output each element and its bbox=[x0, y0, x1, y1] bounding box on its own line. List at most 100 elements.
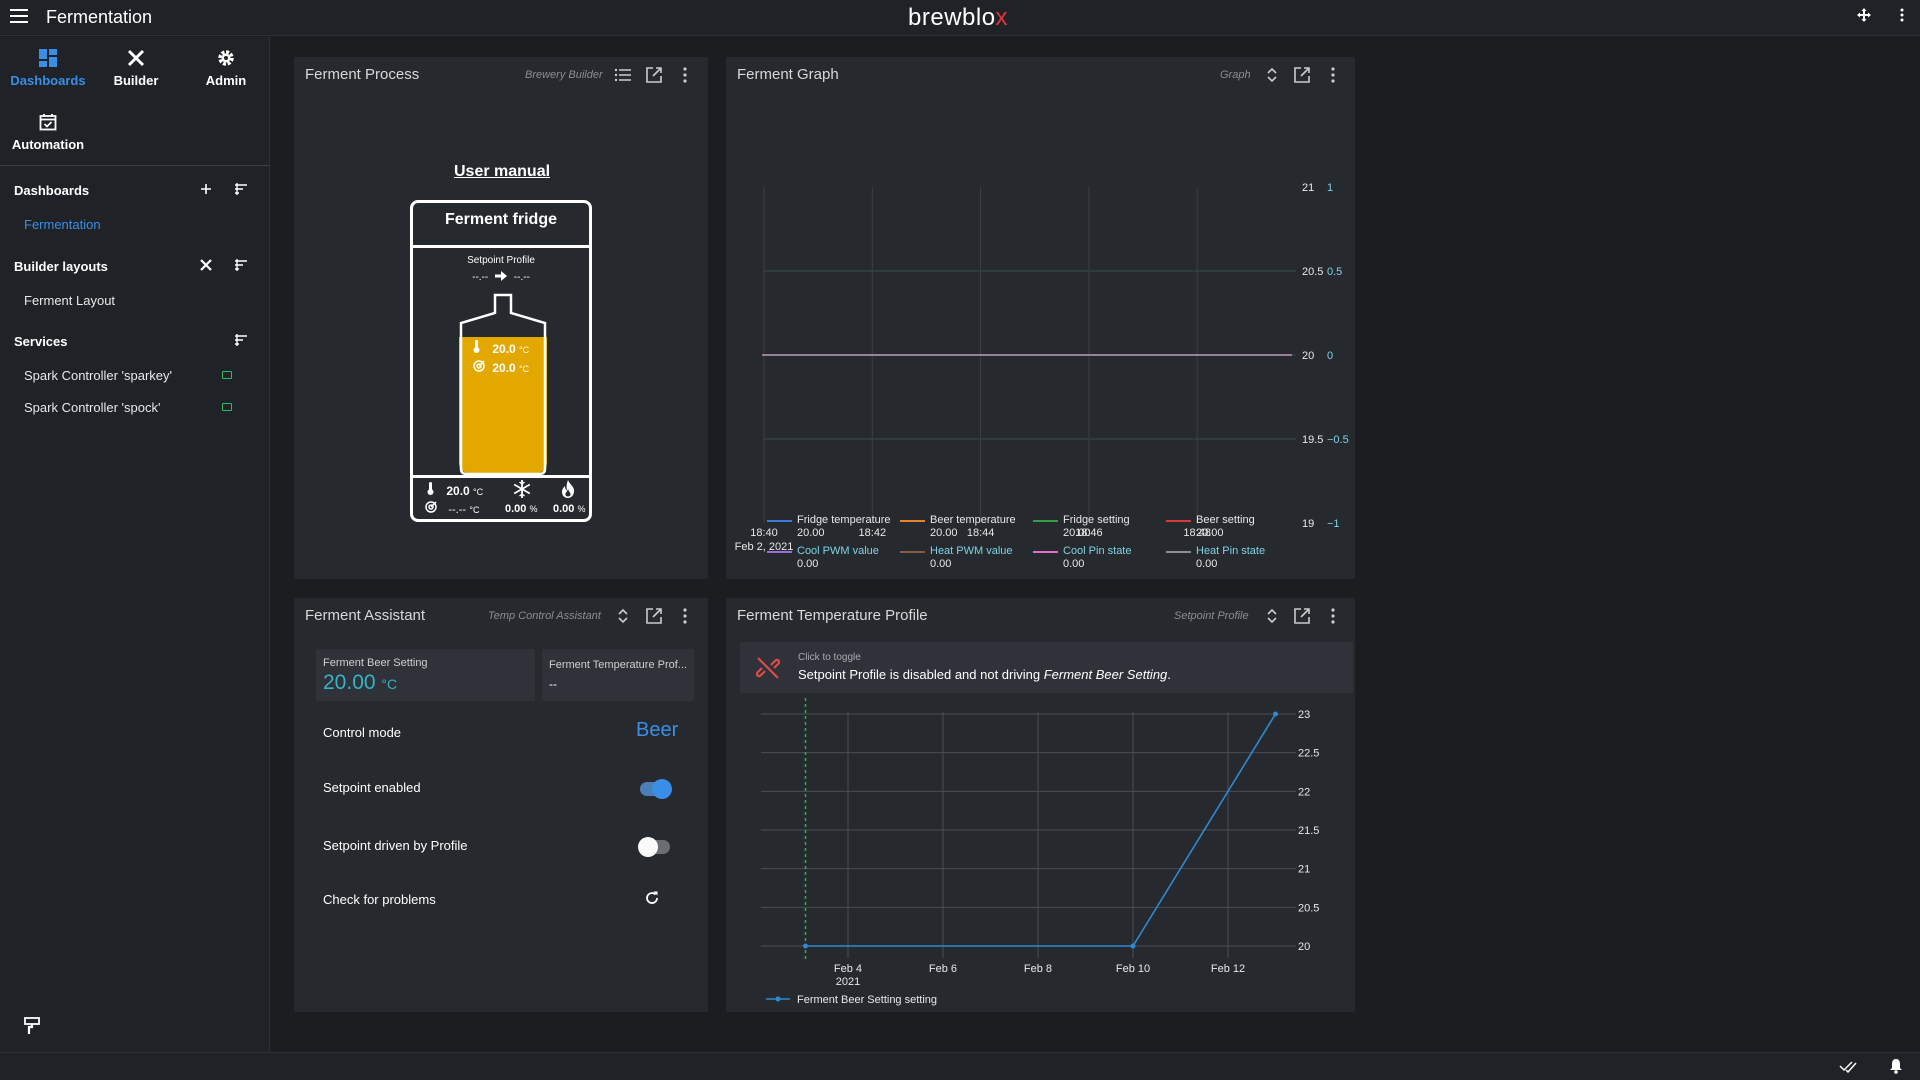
more-vert-icon[interactable] bbox=[676, 66, 696, 86]
toggle-hint: Click to toggle bbox=[798, 652, 861, 663]
temperature-profile-label: Ferment Temperature Prof... bbox=[549, 659, 687, 671]
legend-value: 0.00 bbox=[1196, 558, 1218, 570]
fridge-name: Ferment fridge bbox=[444, 211, 557, 228]
open-in-new-icon[interactable] bbox=[1293, 607, 1313, 627]
beer-setting-field[interactable]: Ferment Beer Setting 20.00 °C bbox=[316, 649, 535, 701]
builder-layouts-heading: Builder layouts bbox=[14, 259, 108, 274]
temperature-profile-chart[interactable]: 23 22.5 22 21.5 21 20.5 20 Feb 4 Feb 6 Feb 8 Feb 1… bbox=[726, 698, 1355, 1010]
fridge-setting: --.-- °C bbox=[425, 501, 480, 516]
x-tick-label: 18:46 bbox=[1075, 527, 1103, 539]
legend-name: Heat PWM value bbox=[930, 545, 1013, 557]
x-tick-label: 18:44 bbox=[967, 527, 995, 539]
widget-title: Ferment Temperature Profile bbox=[737, 607, 928, 624]
mark-all-read-icon[interactable] bbox=[1839, 1059, 1857, 1075]
legend-value: 20.00 bbox=[797, 527, 825, 539]
x-tick-label: Feb 12 bbox=[1211, 963, 1245, 975]
dashboards-heading: Dashboards bbox=[14, 183, 90, 198]
temperature-profile-field[interactable]: Ferment Temperature Prof... -- bbox=[542, 649, 694, 701]
more-vert-icon[interactable] bbox=[1324, 66, 1344, 86]
notifications-bell-icon[interactable] bbox=[1889, 1058, 1905, 1076]
nav-builder[interactable]: Builder bbox=[96, 41, 176, 91]
legend-item[interactable]: Fridge temperature 20.00 bbox=[767, 514, 891, 540]
sidebar-item-ferment-layout[interactable]: Ferment Layout bbox=[24, 293, 116, 308]
menu-icon[interactable] bbox=[10, 9, 28, 23]
legend-value: 0.00 bbox=[797, 558, 819, 570]
y-tick-label: 21 bbox=[1298, 864, 1310, 876]
flame-icon bbox=[561, 480, 575, 503]
legend-swatch bbox=[767, 520, 792, 522]
nav-dashboards[interactable]: Dashboards bbox=[8, 41, 88, 91]
theme-brush-icon[interactable] bbox=[24, 1017, 42, 1037]
bottom-bar bbox=[0, 1052, 1920, 1080]
page-title: Fermentation bbox=[46, 7, 153, 27]
legend-item[interactable]: Heat PWM value 0.00 bbox=[900, 545, 1013, 571]
x-tick-label: Feb 6 bbox=[929, 963, 957, 975]
builder-tools-small-icon[interactable] bbox=[199, 258, 217, 276]
fridge-divider bbox=[413, 245, 589, 248]
expand-icon[interactable] bbox=[1263, 66, 1283, 86]
target-icon bbox=[425, 501, 437, 516]
open-in-new-icon[interactable] bbox=[645, 66, 665, 86]
fridge-temperature: 20.0 °C bbox=[427, 482, 483, 498]
sidebar-item-fermentation[interactable]: Fermentation bbox=[24, 217, 101, 232]
add-dashboard-icon[interactable] bbox=[199, 182, 217, 200]
check-problems-label: Check for problems bbox=[323, 892, 436, 907]
more-vert-icon[interactable] bbox=[1324, 607, 1344, 627]
sidebar: Dashboards Builder Admin Automation Dash… bbox=[0, 37, 270, 1052]
legend-item[interactable]: Heat Pin state 0.00 bbox=[1166, 545, 1265, 571]
legend-name: Cool Pin state bbox=[1063, 545, 1132, 557]
y-tick-label-left: 19 bbox=[1302, 518, 1314, 530]
list-icon[interactable] bbox=[614, 66, 634, 86]
sort-services-icon[interactable] bbox=[234, 333, 252, 351]
service-status-icon bbox=[222, 403, 232, 411]
setpoint-profile-values: --.-- --.-- bbox=[472, 271, 530, 284]
legend-swatch bbox=[1166, 551, 1191, 553]
legend-name: Fridge temperature bbox=[797, 514, 891, 526]
setpoint-profile-label: Setpoint Profile bbox=[467, 255, 535, 266]
ferment-graph-chart[interactable]: 21 1 20.5 0.5 20 0 19.5 −0.5 19 −1 18:40 18:42 18:44… bbox=[726, 107, 1355, 563]
driven-by-profile-toggle[interactable] bbox=[638, 837, 670, 857]
y-tick-label: 21.5 bbox=[1298, 825, 1319, 837]
setpoint-enabled-toggle[interactable] bbox=[640, 779, 672, 799]
widget-type: Setpoint Profile bbox=[1174, 610, 1249, 622]
profile-disabled-banner[interactable]: Click to toggle Setpoint Profile is disa… bbox=[740, 642, 1353, 693]
y-tick-label-right: −1 bbox=[1327, 518, 1340, 530]
y-tick-label-left: 19.5 bbox=[1302, 434, 1323, 446]
user-manual-link[interactable]: User manual bbox=[454, 163, 551, 180]
dashboard-icon bbox=[8, 49, 88, 73]
move-widgets-icon[interactable] bbox=[1854, 8, 1874, 28]
legend-value: 0.00 bbox=[930, 558, 952, 570]
open-in-new-icon[interactable] bbox=[1293, 66, 1313, 86]
fridge-part[interactable]: Ferment fridge Setpoint Profile --.-- --… bbox=[410, 200, 592, 522]
legend-name: Ferment Beer Setting setting bbox=[797, 994, 937, 1006]
more-vert-icon[interactable] bbox=[1892, 8, 1912, 28]
temperature-profile-widget: Ferment Temperature Profile Setpoint Pro… bbox=[726, 598, 1355, 1012]
more-vert-icon[interactable] bbox=[676, 607, 696, 627]
refresh-icon[interactable] bbox=[644, 890, 662, 908]
nav-automation[interactable]: Automation bbox=[8, 105, 88, 155]
x-tick-label: 18:42 bbox=[859, 527, 887, 539]
top-bar: Fermentation brewblox bbox=[0, 0, 1920, 36]
legend-item[interactable]: Fridge setting 20.00 bbox=[1033, 514, 1130, 540]
expand-icon[interactable] bbox=[614, 607, 634, 627]
toggle-knob bbox=[652, 779, 672, 799]
fridge-divider bbox=[413, 475, 589, 478]
open-in-new-icon[interactable] bbox=[645, 607, 665, 627]
sort-dashboards-icon[interactable] bbox=[234, 182, 252, 200]
expand-icon[interactable] bbox=[1263, 607, 1283, 627]
legend-item[interactable]: Cool PWM value 0.00 bbox=[767, 545, 879, 571]
beer-setting-value: 20.00 °C bbox=[323, 671, 398, 694]
nav-admin[interactable]: Admin bbox=[186, 41, 266, 91]
x-tick-label: Feb 4 bbox=[834, 963, 862, 975]
legend-swatch bbox=[1033, 551, 1058, 553]
legend-item[interactable]: Beer setting 20.00 bbox=[1166, 514, 1255, 540]
sidebar-item-service-sparkey[interactable]: Spark Controller 'sparkey' bbox=[24, 368, 254, 383]
legend-item[interactable]: Beer temperature 20.00 bbox=[900, 514, 1016, 540]
x-sub-label: 2021 bbox=[836, 976, 860, 988]
legend-item[interactable]: Cool Pin state 0.00 bbox=[1033, 545, 1132, 571]
sidebar-item-service-spock[interactable]: Spark Controller 'spock' bbox=[24, 400, 254, 415]
y-tick-label-right: 0.5 bbox=[1327, 266, 1342, 278]
control-mode-value[interactable]: Beer bbox=[636, 719, 679, 741]
sort-layouts-icon[interactable] bbox=[234, 258, 252, 276]
legend-value: 20.00 bbox=[1063, 527, 1091, 539]
